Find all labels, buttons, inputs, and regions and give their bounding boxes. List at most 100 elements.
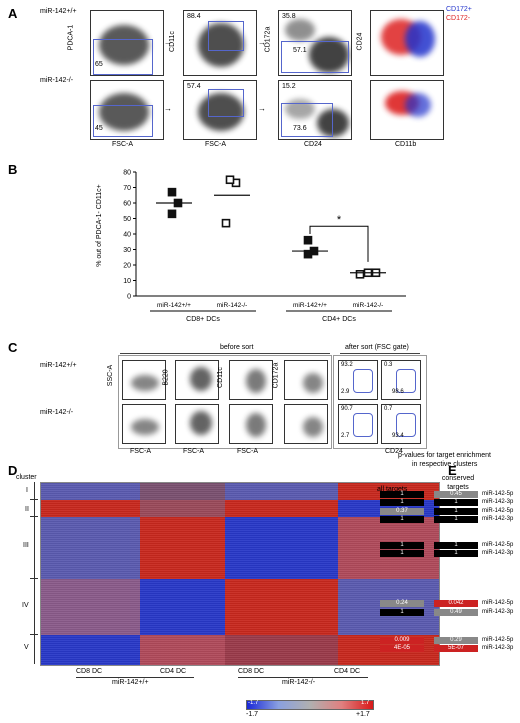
group-line (76, 677, 194, 678)
flow-plot-cd172a-cd24-ko: 15.2 73.6 (278, 80, 352, 140)
data-point (355, 270, 365, 279)
gate-value: 93.4 (392, 433, 404, 439)
gate-value: 0.3 (384, 362, 393, 368)
axis-label: B220 (162, 369, 170, 386)
y-tick-label: 60 (123, 201, 131, 208)
column-label: CD4 DC (160, 668, 187, 675)
y-tick-label: 70 (123, 185, 131, 192)
y-tick-label: 30 (123, 247, 131, 254)
gate-value: 98.6 (392, 389, 404, 395)
pvalue-conserved-cell: 1 (434, 508, 478, 515)
heatmap (40, 482, 440, 666)
axis-label: CD11b (395, 141, 417, 148)
arrow-icon: → (258, 38, 266, 47)
divider (340, 353, 420, 354)
y-tick-label: 20 (123, 263, 131, 270)
mirna-label: miR-142-3p (482, 645, 514, 651)
cluster-label: III (23, 542, 29, 549)
pvalue-all-cell: 1 (380, 499, 424, 506)
y-tick-label: 80 (123, 170, 131, 177)
pvalue-conserved-cell: 1 (434, 542, 478, 549)
heatmap-block (140, 483, 225, 500)
heatmap-block (140, 635, 225, 665)
pvalue-conserved-cell: 1 (434, 550, 478, 557)
heatmap-block (41, 483, 140, 500)
pvalue-conserved-cell: 1 (434, 516, 478, 523)
pvalue-conserved-cell: 0.042 (434, 600, 478, 607)
gate-value: 45 (95, 125, 103, 132)
after-sort-label: after sort (FSC gate) (345, 344, 409, 351)
flow-plot-cd11c-fsc-wt: 88.4 (183, 10, 257, 76)
significance-bracket (309, 225, 369, 262)
flow-plot-b220-fsc-ko (175, 404, 219, 444)
scatter-chart: CD8+ DCs CD4+ DCs * 0 10 20 30 40 50 60 70 80 miR-… (123, 170, 406, 323)
axis-label: CD24 (356, 32, 364, 51)
axis-label: CD24 (385, 448, 403, 455)
heatmap-block (338, 579, 439, 635)
axis-label: SSC-A (107, 364, 115, 387)
flow-plot-ssc-fsc-wt (122, 360, 166, 400)
x-tick-label: miR-142-/- (217, 302, 248, 309)
data-point (303, 235, 313, 245)
gate-value: 2.7 (341, 433, 350, 439)
axis-label: FSC-A (237, 448, 258, 455)
table-title-1: p-values for target enrichment (398, 452, 491, 459)
pvalue-conserved-cell: 0.45 (434, 491, 478, 498)
arrow-icon: → (164, 104, 172, 113)
pvalue-all-cell: 0.24 (380, 600, 424, 607)
panel-b-label: B (8, 162, 18, 177)
cluster-label: IV (22, 602, 29, 609)
gate-value: 88.4 (187, 13, 201, 20)
mirna-label: miR-142-3p (482, 609, 514, 615)
mirna-label: miR-142-3p (482, 516, 514, 522)
x-tick-label: miR-142-/- (353, 302, 384, 309)
axis-label: FSC-A (130, 448, 151, 455)
row-label-ko: miR-142-/- (40, 77, 74, 84)
column-label: CD8 DC (76, 668, 103, 675)
axis-label: FSC-A (112, 141, 133, 148)
legend-cd172-pos: CD172+ (446, 6, 472, 13)
column-label: CD8 DC (238, 668, 265, 675)
pvalue-all-cell: 1 (380, 609, 424, 616)
flow-plot-ssc-fsc-ko (122, 404, 166, 444)
flow-plot-cd172a-cd24-wt: 35.8 57.1 (278, 10, 352, 76)
axis-label: FSC-A (183, 448, 204, 455)
row-label-wt: miR-142+/+ (40, 362, 77, 369)
data-point (221, 218, 231, 228)
gate-value: 73.6 (293, 125, 307, 132)
before-sort-label: before sort (220, 344, 254, 351)
mirna-label: miR-142-3p (482, 499, 514, 505)
panel-c-label: C (8, 340, 18, 355)
gate-value: 90.7 (341, 406, 353, 412)
data-point (225, 175, 235, 185)
axis-label: CD11c (216, 367, 224, 388)
gate-value: 93.2 (341, 362, 353, 368)
mirna-label: miR-142-5p (482, 600, 514, 606)
heatmap-block (41, 635, 140, 665)
group-label-wt: miR-142+/+ (112, 679, 149, 686)
col-conserved-targets: conserved targets (441, 475, 475, 491)
heatmap-block (225, 500, 338, 517)
panel-d-label: D (8, 463, 18, 478)
heatmap-block (140, 500, 225, 517)
cluster-label: II (25, 506, 29, 513)
significance-star: * (337, 214, 342, 226)
axis-label: FSC-A (205, 141, 226, 148)
pvalue-all-cell: 1 (380, 542, 424, 549)
row-label-ko: miR-142-/- (40, 409, 74, 416)
flow-plot-cd172-cd24-ko2 (284, 404, 328, 444)
pvalue-conserved-cell: 0.29 (434, 637, 478, 644)
heatmap-block (225, 579, 338, 635)
pvalue-all-cell: 1 (380, 516, 424, 523)
cluster-tick (30, 499, 38, 500)
scale-max-small: 1.7 (361, 700, 370, 706)
mirna-label: miR-142-5p (482, 637, 514, 643)
flow-plot-cd11c-fsc-ko2 (229, 404, 273, 444)
legend-cd172-neg: CD172- (446, 15, 471, 22)
heatmap-block (41, 517, 140, 579)
after-sort-frame (333, 355, 427, 449)
heatmap-block (225, 517, 338, 579)
group-label-ko: miR-142-/- (282, 679, 316, 686)
pvalue-all-cell: 4E-05 (380, 645, 424, 652)
gate-value: 2.9 (341, 389, 350, 395)
